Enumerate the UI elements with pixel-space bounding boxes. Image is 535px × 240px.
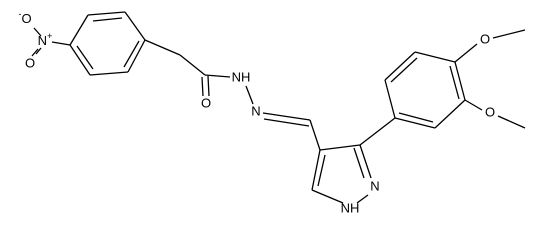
charge: +	[47, 31, 52, 41]
atom-label: NH	[232, 69, 251, 84]
atom-labels: -O N+ O O NH N N NH O O	[18, 9, 495, 215]
atom-label: N	[370, 178, 379, 193]
bonds	[31, 11, 526, 204]
atom-label: O	[201, 95, 211, 110]
atom-label: -O	[18, 9, 31, 26]
charge: -	[18, 9, 21, 19]
symbol: O	[21, 11, 31, 26]
atom-label: N	[251, 103, 260, 118]
symbol: N	[38, 33, 47, 48]
atom-label: O	[485, 104, 495, 119]
atom-label: N+	[38, 31, 53, 48]
atom-label: NH	[341, 200, 360, 215]
atom-label: O	[25, 55, 35, 70]
atom-label: O	[480, 31, 490, 46]
molecule-diagram: -O N+ O O NH N N NH O O	[18, 9, 526, 215]
